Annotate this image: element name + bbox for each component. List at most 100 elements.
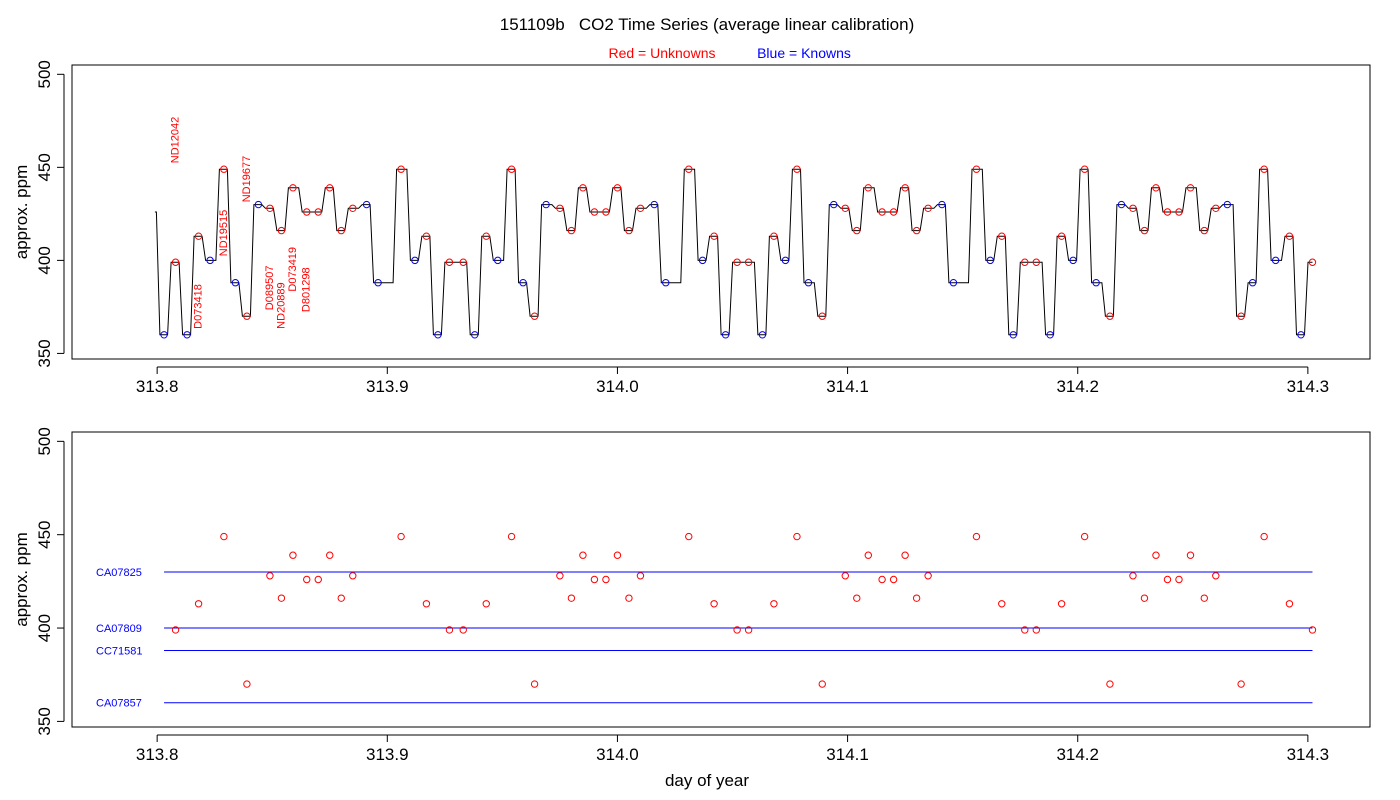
unknown-point [853, 226, 861, 235]
y-axis-label: approx. ppm [12, 165, 31, 260]
unknown-point [507, 165, 516, 173]
unknown-point [1032, 626, 1040, 634]
known-point [519, 279, 527, 287]
known-point [1248, 279, 1257, 287]
known-point [949, 279, 958, 287]
unknown-point [530, 312, 539, 320]
unknown-point [878, 575, 886, 584]
legend-knowns: Blue = Knowns [757, 45, 851, 61]
unknown-point [864, 551, 872, 559]
unknown-point [1308, 258, 1317, 266]
unknown-point [303, 575, 311, 584]
unknown-point [194, 232, 203, 240]
unknown-point [314, 575, 322, 584]
co2-trace-line [154, 168, 1313, 336]
unknown-point [1032, 258, 1040, 266]
plot-frame [71, 431, 1371, 728]
unknown-point [901, 184, 909, 192]
y-tick-label: 400 [35, 614, 54, 642]
unknown-point [220, 532, 228, 541]
known-point [374, 279, 382, 287]
y-tick-label: 500 [35, 60, 54, 88]
unknown-point [289, 184, 297, 192]
known-point [650, 200, 658, 209]
sample-annotation: ND19515 [218, 210, 230, 256]
known-point [830, 200, 838, 209]
unknown-point [1175, 208, 1183, 216]
unknown-point [602, 575, 610, 584]
x-tick-label: 314.1 [826, 377, 869, 396]
unknown-point [1175, 575, 1183, 584]
sample-annotation: ND12042 [170, 117, 182, 163]
known-point [1271, 256, 1280, 265]
x-tick-label: 314.0 [596, 377, 639, 396]
unknown-point [326, 551, 334, 559]
unknown-point [482, 232, 490, 240]
unknown-point [733, 626, 741, 634]
unknown-point [530, 680, 539, 688]
unknown-point [1152, 551, 1160, 559]
unknown-point [337, 594, 345, 602]
unknown-point [1212, 204, 1220, 212]
unknown-point [459, 258, 467, 266]
unknown-point [194, 600, 203, 608]
sample-annotation: D089507 [264, 266, 276, 311]
unknown-point [1186, 184, 1195, 192]
known-point [758, 331, 767, 339]
y-tick-label: 500 [35, 427, 54, 455]
unknown-point [770, 600, 778, 608]
unknown-point [998, 600, 1006, 608]
unknown-point [685, 165, 693, 173]
y-tick-label: 350 [35, 707, 54, 735]
unknown-point [998, 232, 1006, 240]
known-point [662, 279, 670, 287]
unknown-point [733, 258, 741, 266]
unknown-point [818, 312, 826, 320]
unknown-point [744, 258, 753, 266]
bottom-panel: 313.8 313.9 314.0 314.1 314.2 314.3 350 400 450 5… [12, 427, 1371, 764]
unknown-point [1140, 594, 1149, 602]
unknown-point [889, 575, 898, 584]
unknown-point [220, 165, 228, 173]
standard-label: CA07825 [96, 567, 142, 579]
unknown-point [864, 184, 872, 192]
unknown-point [1212, 572, 1220, 580]
x-tick-label: 314.0 [596, 745, 639, 764]
unknown-point [1057, 232, 1066, 240]
unknown-point [1186, 551, 1195, 559]
unknown-point [841, 572, 849, 580]
known-point [183, 331, 191, 339]
x-tick-label: 314.1 [826, 745, 869, 764]
unknown-point [349, 572, 357, 580]
unknown-point [602, 208, 610, 216]
known-point [471, 331, 479, 339]
unknown-point [1200, 594, 1208, 602]
unknown-point [924, 572, 932, 580]
unknown-point [710, 232, 718, 240]
unknown-point [397, 532, 405, 541]
chart-title: 151109b CO2 Time Series (average linear … [500, 15, 915, 34]
unknown-point [1140, 226, 1149, 235]
known-point [1092, 279, 1100, 287]
known-point [494, 256, 502, 265]
standard-label: CA07809 [96, 623, 142, 635]
y-tick-label: 450 [35, 521, 54, 549]
unknown-point [613, 551, 622, 559]
unknown-point [636, 204, 645, 212]
known-point [1117, 200, 1126, 209]
unknown-point [625, 594, 633, 602]
x-tick-label: 313.8 [136, 377, 179, 396]
unknown-point [613, 184, 622, 192]
known-point [206, 256, 214, 265]
sample-annotation: D801298 [301, 267, 313, 312]
x-tick-label: 314.3 [1287, 745, 1330, 764]
known-point [698, 256, 707, 265]
unknown-point [901, 551, 909, 559]
top-panel: 313.8 313.9 314.0 314.1 314.2 314.3 350 400 450 5… [12, 60, 1371, 396]
standard-label: CA07857 [96, 698, 142, 710]
unknown-point [685, 532, 693, 541]
unknown-point [1080, 165, 1089, 173]
unknown-point [422, 600, 431, 608]
unknown-point [445, 258, 454, 266]
